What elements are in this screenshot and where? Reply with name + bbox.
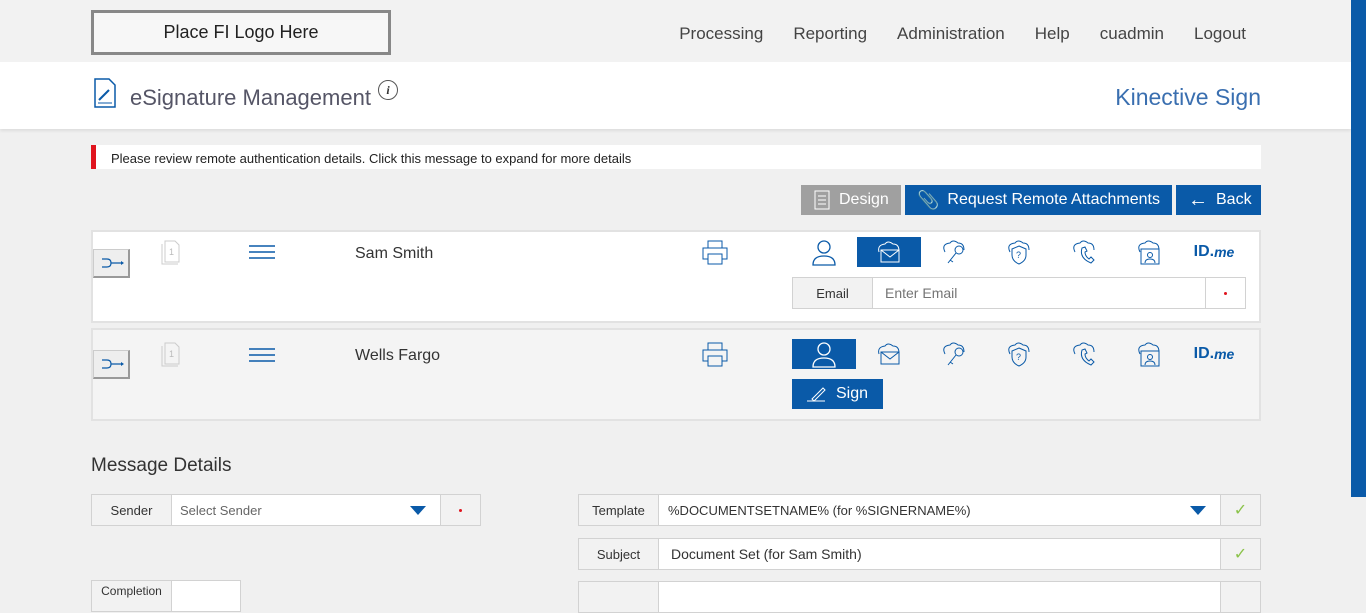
route-arrow-icon	[102, 359, 124, 369]
email-auth-icon[interactable]	[857, 339, 921, 369]
menu-icon[interactable]	[249, 347, 275, 363]
phone-auth-icon[interactable]	[1052, 339, 1116, 369]
template-label: Template	[579, 495, 659, 525]
idme-auth-icon[interactable]: ID. me	[1193, 243, 1235, 260]
subject-input[interactable]: Document Set (for Sam Smith)	[671, 546, 862, 562]
check-icon: ✓	[1220, 539, 1260, 569]
field-end	[1220, 582, 1260, 612]
nav-help[interactable]: Help	[1034, 24, 1070, 43]
page-title: eSignature Management	[130, 85, 371, 110]
nav-user[interactable]: cuadmin	[1099, 24, 1164, 43]
sign-label: Sign	[836, 385, 869, 402]
check-icon: ✓	[1220, 495, 1260, 525]
list-icon	[814, 190, 830, 210]
page-count-icon: 1	[161, 240, 180, 265]
route-button[interactable]	[93, 350, 130, 379]
svg-text:?: ?	[1016, 352, 1021, 362]
email-auth-icon[interactable]	[857, 237, 921, 267]
in-person-auth-icon[interactable]	[792, 339, 856, 369]
completion-field: Completion	[91, 580, 241, 612]
subject-field: Subject Document Set (for Sam Smith) ✓	[578, 538, 1261, 570]
signer-row: 1 Wells Fargo ? ID. me Sign	[91, 328, 1261, 421]
page-header: eSignature Management i Kinective Sign	[0, 62, 1351, 129]
completion-input[interactable]	[172, 581, 240, 611]
completion-label: Completion	[92, 581, 172, 611]
nav-administration[interactable]: Administration	[897, 24, 1005, 43]
alert-message[interactable]: Please review remote authentication deta…	[91, 145, 1261, 169]
dropdown-arrow-icon	[1190, 505, 1206, 515]
video-auth-icon[interactable]	[1117, 237, 1181, 267]
info-icon[interactable]: i	[378, 80, 398, 100]
arrow-left-icon: ←	[1188, 188, 1208, 211]
sender-field: Sender Select Sender	[91, 494, 481, 526]
signer-row: 1 Sam Smith ? ID. me Email	[91, 230, 1261, 323]
route-button[interactable]	[93, 249, 130, 278]
document-sign-icon	[94, 78, 116, 108]
email-field: Email	[792, 277, 1246, 309]
field-label	[579, 582, 659, 612]
request-attachments-button[interactable]: 📎 Request Remote Attachments	[905, 185, 1172, 215]
nav-processing[interactable]: Processing	[679, 24, 764, 43]
back-button[interactable]: ← Back	[1176, 185, 1261, 215]
required-indicator	[440, 495, 480, 525]
idme-auth-icon[interactable]: ID. me	[1193, 345, 1235, 362]
sender-select[interactable]: Select Sender	[172, 495, 440, 525]
top-nav: Place FI Logo Here Processing Reporting …	[0, 0, 1366, 62]
email-input[interactable]	[873, 278, 1205, 308]
page-count-icon: 1	[161, 342, 180, 367]
design-button[interactable]: Design	[801, 185, 901, 215]
next-field	[578, 581, 1261, 613]
page-number: 1	[169, 247, 174, 257]
dropdown-arrow-icon	[410, 505, 426, 515]
video-auth-icon[interactable]	[1117, 339, 1181, 369]
sender-label: Sender	[92, 495, 172, 525]
back-label: Back	[1216, 191, 1252, 208]
pen-icon	[807, 387, 826, 402]
kba-key-auth-icon[interactable]	[922, 237, 986, 267]
phone-auth-icon[interactable]	[1052, 237, 1116, 267]
design-label: Design	[839, 191, 889, 208]
signer-name: Wells Fargo	[355, 347, 441, 364]
email-label: Email	[793, 278, 873, 308]
page-number: 1	[169, 349, 174, 359]
print-icon[interactable]	[701, 239, 729, 267]
required-indicator	[1205, 278, 1245, 308]
menu-icon[interactable]	[249, 244, 275, 260]
svg-text:?: ?	[1016, 250, 1021, 260]
security-question-auth-icon[interactable]: ?	[987, 237, 1051, 267]
attachments-label: Request Remote Attachments	[947, 191, 1160, 208]
scrollbar[interactable]	[1351, 0, 1366, 497]
route-arrow-icon	[102, 258, 124, 268]
sign-button[interactable]: Sign	[792, 379, 883, 409]
logo: Place FI Logo Here	[91, 10, 391, 55]
print-icon[interactable]	[701, 341, 729, 369]
kba-key-auth-icon[interactable]	[922, 339, 986, 369]
in-person-auth-icon[interactable]	[792, 237, 856, 267]
template-field: Template %DOCUMENTSETNAME% (for %SIGNERN…	[578, 494, 1261, 526]
template-select[interactable]: %DOCUMENTSETNAME% (for %SIGNERNAME%)	[659, 495, 1220, 525]
security-question-auth-icon[interactable]: ?	[987, 339, 1051, 369]
paperclip-icon: 📎	[917, 189, 940, 210]
message-details-heading: Message Details	[91, 455, 232, 476]
nav-reporting[interactable]: Reporting	[793, 24, 868, 43]
brand-name: Kinective Sign	[1115, 84, 1261, 110]
nav-logout[interactable]: Logout	[1194, 24, 1246, 43]
subject-label: Subject	[579, 539, 659, 569]
field-input[interactable]	[659, 582, 1220, 612]
signer-name: Sam Smith	[355, 245, 434, 262]
